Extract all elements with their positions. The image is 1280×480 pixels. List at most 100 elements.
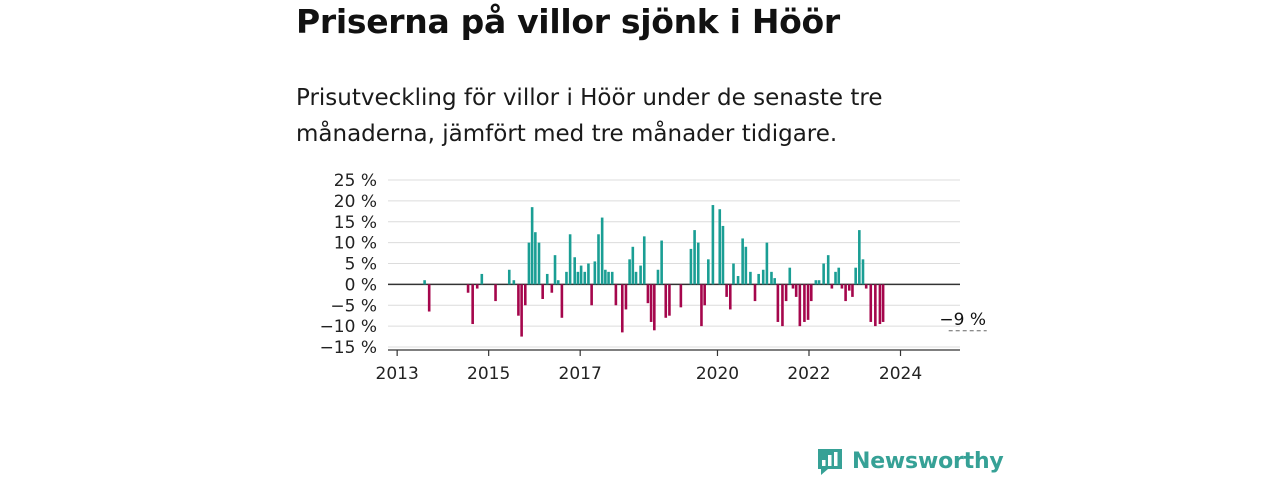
bar (620, 284, 624, 333)
bar (631, 246, 635, 285)
y-tick-label: 5 % (345, 255, 377, 275)
bar (560, 284, 564, 318)
bar (753, 284, 757, 302)
bar (639, 265, 642, 285)
bar (628, 259, 631, 285)
bar (568, 234, 572, 285)
y-axis-labels: 25 %20 %15 %10 %5 %0 %−5 %−10 %−15 % (320, 171, 377, 358)
bar (840, 284, 844, 289)
bar (744, 246, 748, 285)
bar (861, 259, 865, 285)
bar (604, 269, 607, 285)
bar (693, 230, 696, 285)
bar (725, 284, 728, 297)
chart-title: Priserna på villor sjönk i Höör (296, 2, 840, 41)
x-tick-label: 2015 (467, 364, 510, 384)
bar (689, 248, 693, 285)
bar (773, 278, 776, 285)
bar (550, 284, 554, 293)
bar (517, 284, 520, 316)
bar (583, 271, 587, 285)
bar (610, 271, 614, 285)
bar (523, 284, 527, 306)
y-tick-label: 10 % (334, 234, 377, 254)
bar (534, 232, 537, 285)
bar (776, 284, 780, 322)
brand-name: Newsworthy (852, 448, 1004, 474)
bar (794, 284, 798, 297)
bar (427, 284, 431, 312)
annotation-label: −9 % (939, 310, 986, 330)
bar (700, 284, 703, 327)
y-tick-label: −5 % (330, 296, 377, 316)
bar (527, 242, 531, 285)
bar (817, 280, 821, 285)
bar (728, 284, 732, 310)
bar (653, 284, 656, 331)
bar (878, 284, 882, 325)
bar (834, 271, 837, 285)
bar (736, 276, 740, 285)
bar (537, 242, 541, 285)
bar (814, 280, 818, 285)
bar (822, 263, 825, 285)
bar (718, 209, 722, 285)
bar (741, 238, 744, 285)
x-axis: 2013 2015 2017 2020 2022 2024 (376, 349, 960, 384)
bar (668, 284, 671, 316)
bar (798, 284, 802, 327)
x-tick-label: 2020 (696, 364, 739, 384)
bar (545, 273, 549, 285)
brand-logo: Newsworthy (815, 446, 1004, 476)
bar (721, 225, 725, 285)
bar (864, 284, 868, 289)
bar (809, 284, 813, 302)
bar (806, 284, 810, 320)
y-tick-label: 20 % (334, 192, 377, 212)
bar (590, 284, 593, 306)
bar (642, 236, 646, 285)
bar (579, 265, 583, 285)
bar (679, 284, 683, 308)
bar (624, 284, 628, 310)
bar (480, 273, 484, 285)
bar (649, 284, 653, 322)
bar (830, 284, 834, 289)
bar (851, 284, 854, 297)
bar (826, 255, 830, 285)
bar (597, 234, 600, 285)
y-tick-label: 15 % (334, 213, 377, 233)
bar (664, 284, 668, 318)
bar (556, 280, 560, 285)
x-tick-label: 2013 (376, 364, 419, 384)
bar (573, 257, 576, 285)
bar (507, 269, 511, 285)
bar (757, 273, 760, 285)
bar (788, 267, 792, 285)
bar (707, 259, 710, 285)
bar (749, 271, 752, 285)
x-tick-label: 2017 (559, 364, 602, 384)
bar (765, 242, 769, 285)
bar (784, 284, 788, 302)
bar (512, 280, 516, 285)
bar (791, 284, 795, 289)
bar (541, 284, 544, 299)
bar (600, 217, 604, 285)
y-tick-label: −10 % (320, 317, 377, 337)
bar (844, 284, 847, 302)
bar (703, 284, 706, 306)
bar (761, 269, 765, 285)
annotations: −9 % (939, 310, 987, 332)
bar (869, 284, 873, 322)
bar (494, 284, 497, 302)
x-tick-label: 2022 (787, 364, 830, 384)
bar (847, 284, 851, 291)
bar (656, 269, 660, 285)
bar (587, 263, 590, 285)
y-tick-label: −15 % (320, 338, 377, 358)
bars (423, 205, 885, 337)
y-tick-label: 25 % (334, 171, 377, 191)
bar (837, 267, 841, 285)
